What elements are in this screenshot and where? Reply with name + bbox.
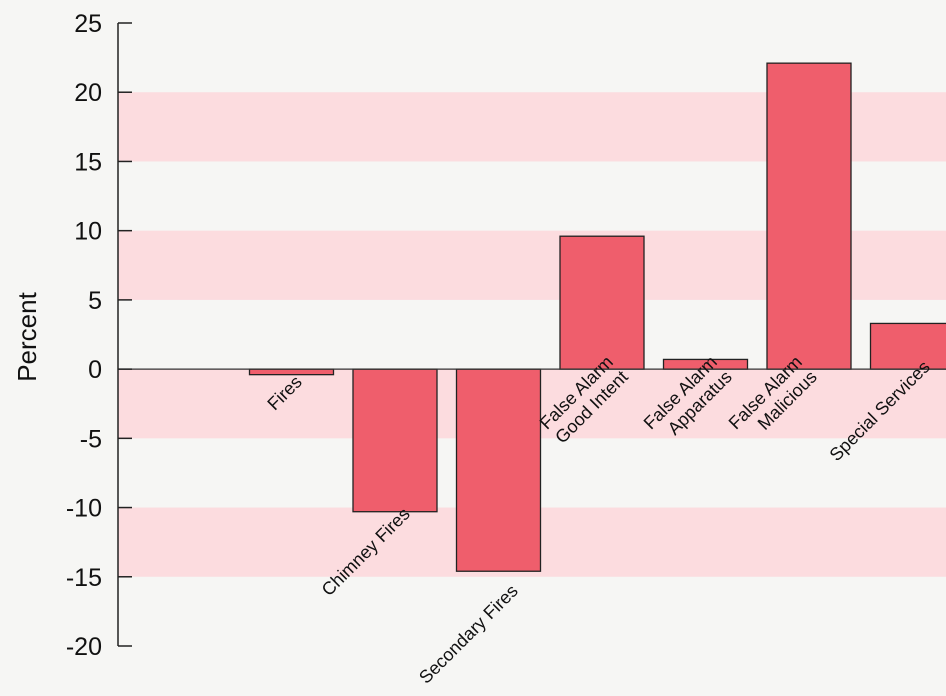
bars	[248, 62, 946, 572]
y-tick-label: -15	[66, 564, 102, 592]
y-ticks: 25 20 15 10 5 0 -5 -10 -15 -20	[66, 10, 132, 661]
y-tick-label: 25	[74, 10, 102, 38]
y-tick-label: 10	[74, 218, 102, 246]
bar	[766, 62, 852, 370]
y-axis-title: Percent	[12, 291, 42, 381]
bar	[559, 235, 645, 370]
y-tick-label: -5	[80, 425, 102, 453]
y-tick-label: 20	[74, 79, 102, 107]
y-tick-label: -10	[66, 495, 102, 523]
y-tick-label: 0	[88, 356, 102, 384]
y-tick-label: -20	[66, 633, 102, 661]
bar	[455, 368, 542, 572]
y-tick-label: 15	[74, 148, 102, 176]
y-tick-label: 5	[88, 287, 102, 315]
bar	[352, 368, 438, 513]
bar	[869, 322, 946, 370]
